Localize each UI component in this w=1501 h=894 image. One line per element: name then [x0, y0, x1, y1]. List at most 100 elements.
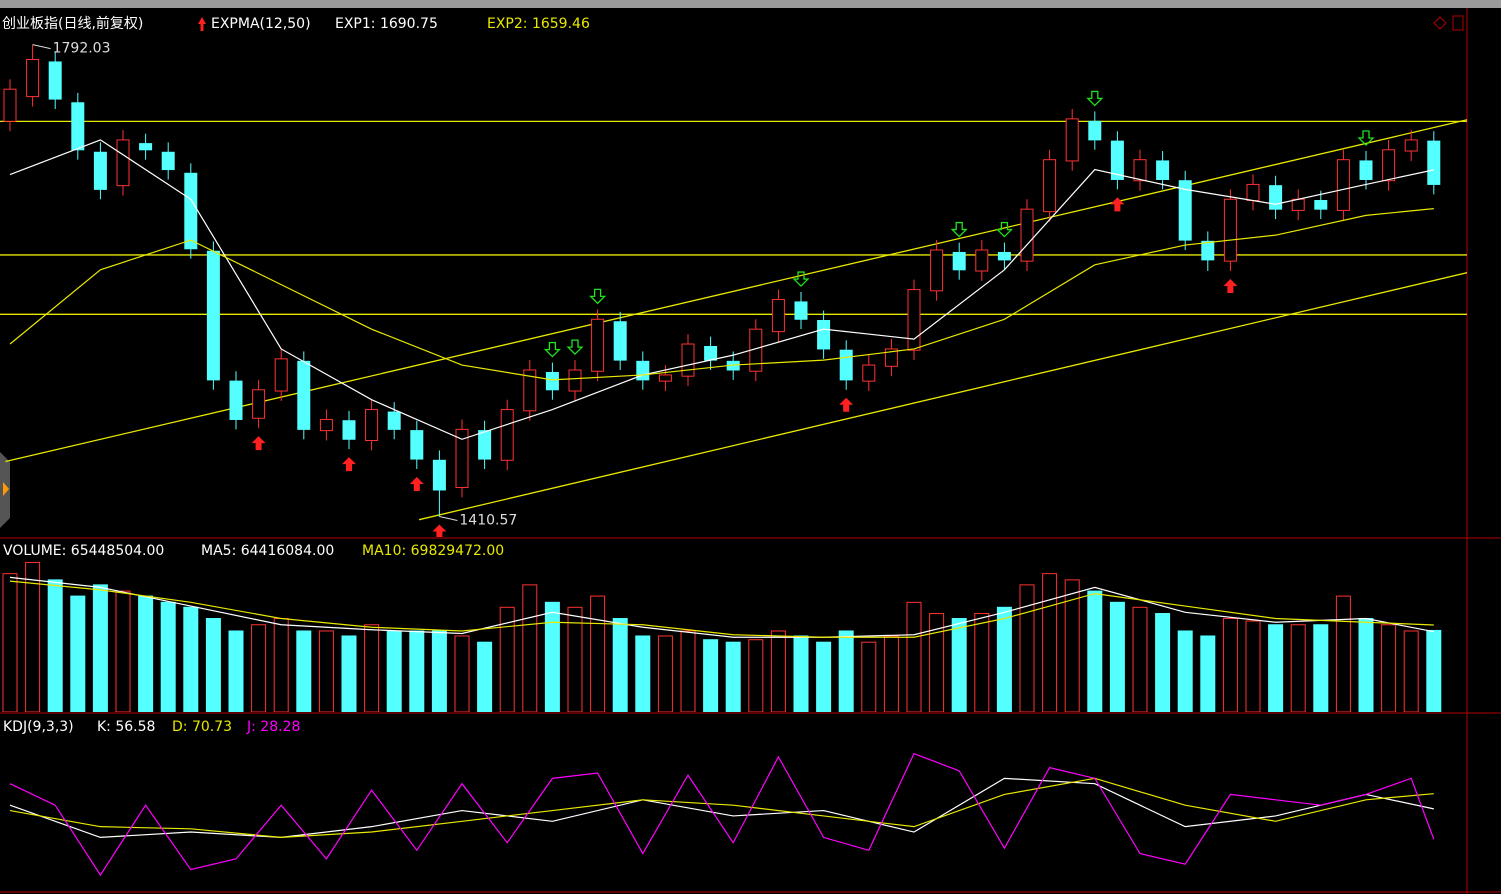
volume-bar	[974, 613, 990, 712]
indicator-name: EXPMA(12,50)	[211, 16, 311, 32]
candle-body	[1382, 149, 1396, 182]
candle-body	[1404, 139, 1418, 152]
volume-bar	[1109, 601, 1125, 712]
candle-body	[862, 364, 876, 382]
volume-bar	[1290, 624, 1306, 712]
volume-bar	[477, 641, 493, 712]
volume-bar	[725, 641, 741, 712]
volume-bar	[1403, 630, 1419, 712]
candle-body	[704, 345, 718, 361]
volume-bar	[183, 606, 199, 712]
candle-body	[545, 371, 559, 391]
candle-body	[1110, 140, 1124, 180]
volume-bar	[251, 624, 267, 712]
volume-bar	[25, 561, 41, 712]
volume-panel	[2, 561, 1442, 712]
legend-entry: J: 28.28	[246, 719, 300, 735]
trend-line	[5, 119, 1467, 463]
volume-bar	[1064, 579, 1080, 712]
candle-body	[319, 418, 333, 432]
sell-signal	[589, 288, 607, 305]
candle-body	[952, 251, 966, 271]
candle-body	[3, 88, 17, 122]
volume-bar	[1426, 629, 1442, 712]
volume-bar	[1335, 595, 1351, 712]
legend-entry: MA10: 69829472.00	[362, 543, 504, 559]
candle-body	[500, 409, 514, 461]
legend-entry: EXP2: 1659.46	[487, 16, 590, 32]
candle-body	[613, 321, 627, 361]
candle-body	[1291, 198, 1305, 211]
volume-bar	[1132, 606, 1148, 712]
candle-body	[410, 430, 424, 460]
candle-body	[1020, 208, 1034, 262]
volume-bar	[680, 630, 696, 712]
candle-body	[1269, 185, 1283, 210]
volume-bar	[364, 624, 380, 712]
indicator-line	[9, 139, 1434, 440]
annotation-leader	[439, 516, 458, 521]
candle-body	[1043, 159, 1057, 213]
volume-bar	[838, 630, 854, 712]
candle-body	[229, 380, 243, 420]
indicator-line	[9, 777, 1434, 838]
legend-entry: K: 56.58	[97, 719, 155, 735]
candle-body	[1223, 198, 1237, 262]
candle-body	[658, 374, 672, 382]
volume-bar	[544, 601, 560, 712]
indicator-line	[9, 208, 1434, 381]
candle-body	[1178, 180, 1192, 241]
window-button[interactable]	[1452, 15, 1464, 31]
volume-bar	[770, 630, 786, 712]
volume-bar	[409, 630, 425, 712]
candle-body	[432, 459, 446, 491]
volume-bar	[1222, 618, 1238, 712]
volume-bar	[296, 630, 312, 712]
high-annotation: 1792.03	[53, 41, 111, 57]
candle-body	[297, 360, 311, 430]
volume-bar	[92, 584, 108, 712]
volume-bar	[929, 613, 945, 712]
buy-signal	[409, 476, 424, 491]
buy-signal	[839, 397, 854, 412]
volume-bar	[160, 601, 176, 712]
candle-body	[1088, 120, 1102, 141]
candle-body	[794, 301, 808, 320]
trend-line	[418, 272, 1467, 521]
sell-signal	[1357, 130, 1375, 146]
volume-bar	[454, 635, 470, 712]
window-button[interactable]	[1433, 16, 1447, 30]
signal-icon	[198, 17, 206, 31]
indicator-line	[9, 576, 1434, 638]
volume-bar	[115, 590, 131, 712]
sell-signal	[995, 221, 1013, 238]
sell-signal	[543, 341, 561, 358]
candle-body	[681, 343, 695, 377]
candle-body	[116, 139, 130, 187]
volume-bar	[205, 618, 221, 712]
volume-bar	[318, 630, 334, 712]
candle-body	[71, 102, 85, 151]
candle-body	[568, 369, 582, 392]
indicator-line	[9, 752, 1435, 877]
candle-body	[161, 151, 175, 171]
candle-body	[26, 58, 40, 98]
candle-body	[1156, 160, 1170, 180]
indicator-line	[9, 580, 1434, 638]
buy-signal	[1223, 279, 1238, 294]
legend-entry: MA5: 64416084.00	[201, 543, 334, 559]
volume-bar	[431, 630, 447, 712]
candle-body	[523, 369, 537, 412]
candle-body	[997, 251, 1011, 261]
sell-signal	[950, 221, 968, 238]
candle-body	[817, 320, 831, 350]
side-tab-arrow	[3, 482, 9, 496]
volume-bar	[1087, 590, 1103, 712]
volume-bar	[1042, 573, 1058, 712]
volume-bar	[906, 601, 922, 712]
legend-entry: EXP1: 1690.75	[335, 16, 438, 32]
volume-bar	[612, 618, 628, 712]
candle-body	[93, 151, 107, 190]
panel-title: KDJ(9,3,3)	[3, 719, 74, 735]
